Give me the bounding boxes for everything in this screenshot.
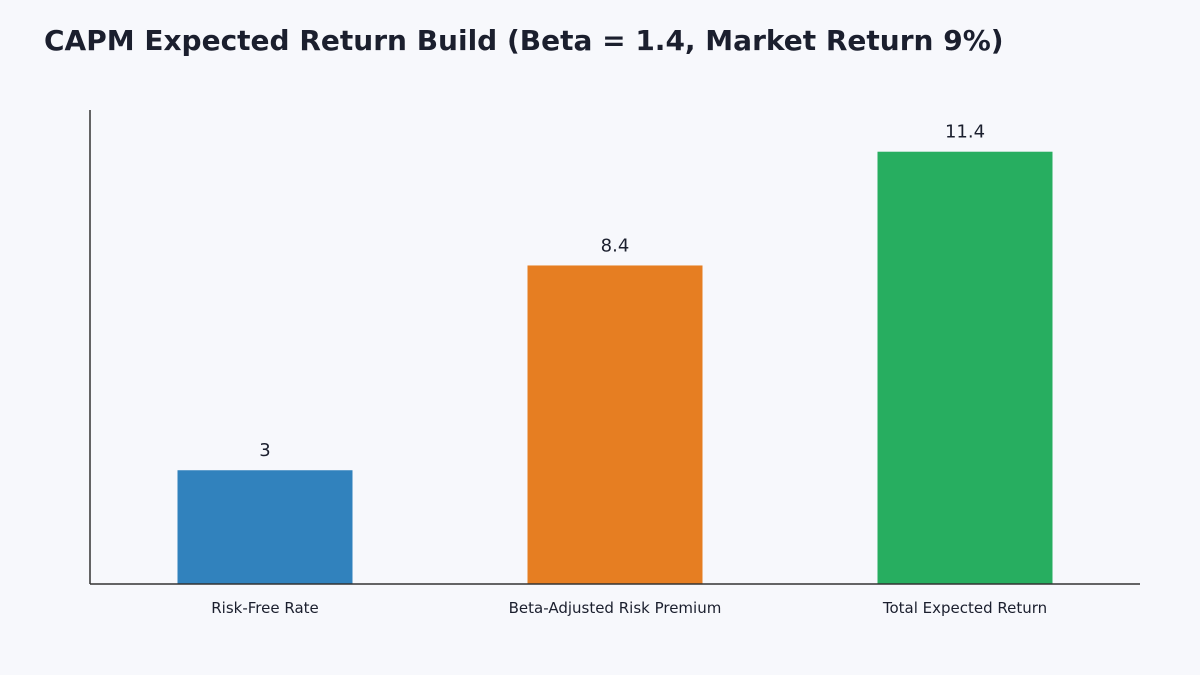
bar-value-label-2: 8.4 <box>601 235 630 256</box>
bar-3 <box>877 151 1053 584</box>
category-label-1: Risk-Free Rate <box>211 599 319 617</box>
bar-1 <box>177 470 353 584</box>
bar-value-label-1: 3 <box>259 440 270 461</box>
bar-2 <box>527 265 703 584</box>
labels-layer: 3 Risk-Free Rate 8.4 Beta-Adjusted Risk Pre… <box>211 122 1047 617</box>
category-label-2: Beta-Adjusted Risk Premium <box>509 599 722 617</box>
axes-layer <box>89 110 1140 585</box>
bar-value-label-3: 11.4 <box>945 122 985 143</box>
bars-layer <box>177 151 1053 584</box>
chart-title: CAPM Expected Return Build (Beta = 1.4, … <box>44 24 1004 57</box>
category-label-3: Total Expected Return <box>882 599 1047 617</box>
